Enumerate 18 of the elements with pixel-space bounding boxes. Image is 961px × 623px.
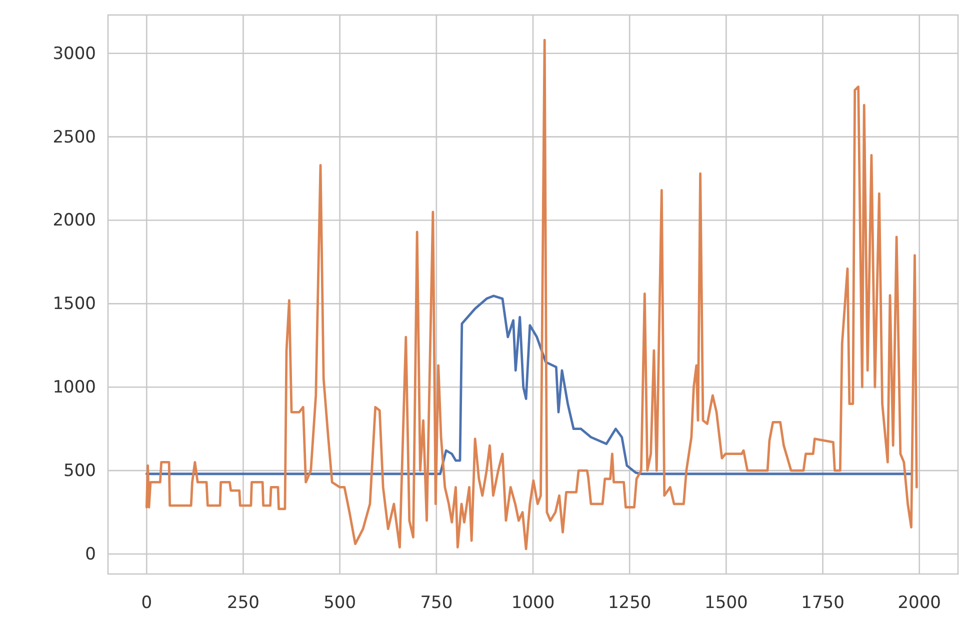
y-tick-label: 1000 xyxy=(52,378,96,398)
y-tick-label: 1500 xyxy=(52,294,96,314)
y-tick-label: 2500 xyxy=(52,127,96,148)
x-tick-label: 1000 xyxy=(511,593,555,614)
x-tick-label: 2000 xyxy=(898,593,941,614)
y-tick-label: 3000 xyxy=(52,44,96,64)
x-tick-label: 750 xyxy=(420,593,453,614)
y-tick-label: 2000 xyxy=(52,210,96,231)
x-tick-label: 1750 xyxy=(801,593,844,614)
line-series xyxy=(145,38,918,550)
x-tick-label: 250 xyxy=(227,593,260,614)
x-tick-label: 1250 xyxy=(608,593,652,614)
y-tick-label: 0 xyxy=(85,544,96,564)
line-series xyxy=(145,294,913,476)
x-tick-label: 1500 xyxy=(704,593,748,614)
x-tick-label: 0 xyxy=(141,593,152,614)
y-tick-label: 500 xyxy=(64,460,96,481)
x-tick-label: 500 xyxy=(324,593,356,614)
